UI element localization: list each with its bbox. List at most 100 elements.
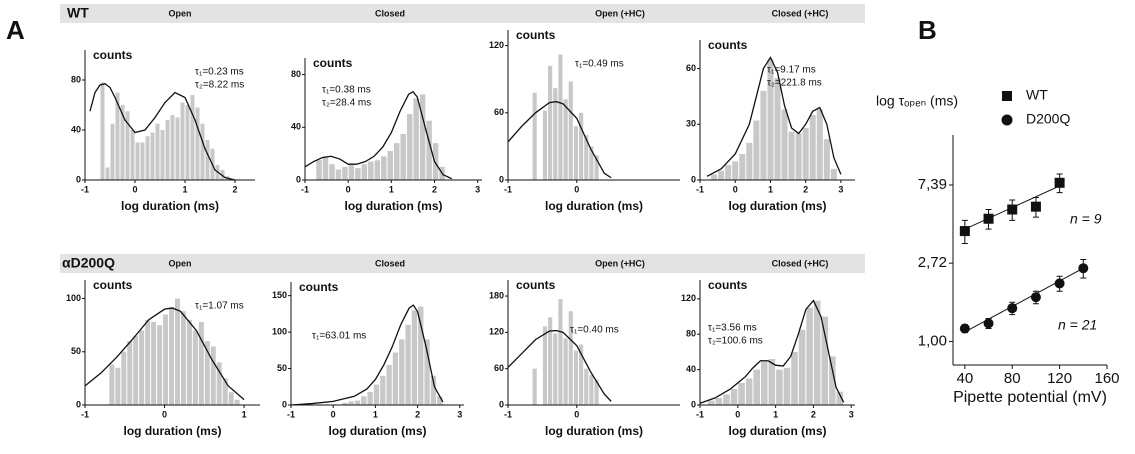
bar [145, 319, 151, 405]
bar [348, 164, 355, 180]
bar [145, 136, 150, 180]
bar [175, 117, 180, 180]
bar [210, 346, 216, 405]
x-axis-label: log duration (ms) [124, 424, 222, 438]
bar [169, 307, 174, 405]
bar [548, 65, 553, 180]
x-tick-label: 3 [475, 184, 480, 194]
bar [186, 319, 192, 405]
bar [558, 54, 563, 181]
bar [400, 133, 406, 180]
bar [157, 325, 163, 405]
x-tick-label: 2 [232, 184, 237, 194]
bar [121, 351, 127, 405]
bar [781, 109, 788, 180]
legend-marker [1001, 114, 1013, 126]
y-axis-label: counts [516, 28, 556, 42]
x-tick-label: 0 [574, 184, 579, 194]
bar [430, 375, 437, 405]
fit-curve [84, 307, 245, 401]
y-tick-label: 0 [282, 399, 287, 409]
bar [200, 123, 205, 180]
bar [542, 326, 548, 405]
y-tick-label: 120 [489, 327, 504, 337]
y-tick-label: 1,00 [918, 332, 947, 349]
bar [399, 339, 405, 405]
bar [355, 168, 361, 180]
y-tick-label: 0 [691, 399, 696, 409]
annotation: τ₁=0.40 ms [570, 325, 619, 336]
bar [768, 359, 776, 405]
chart-title: Open (+HC) [595, 258, 645, 268]
y-tick-label: 120 [489, 40, 504, 50]
bar [392, 352, 399, 405]
x-tick-label: 2 [432, 184, 437, 194]
x-axis-label: log duration (ms) [329, 424, 427, 438]
y-tick-label: 60 [686, 63, 696, 73]
bar [558, 299, 563, 405]
bar [584, 368, 589, 405]
x-tick-label: -1 [287, 409, 295, 419]
bar [110, 123, 115, 180]
fit-curve [706, 56, 842, 177]
x-tick-label: -1 [696, 184, 704, 194]
x-axis-label: log duration (ms) [345, 199, 443, 213]
y-tick-label: 2,72 [918, 254, 947, 271]
x-axis-label: log duration (ms) [729, 424, 827, 438]
point [983, 213, 994, 224]
bar [342, 402, 348, 405]
bar [418, 306, 424, 405]
x-tick-label: 0 [735, 409, 740, 419]
bar [150, 132, 155, 180]
bar [195, 107, 200, 180]
bar [205, 140, 210, 180]
y-tick-label: 40 [686, 364, 696, 374]
y-tick-label: 150 [272, 290, 287, 300]
y-tick-label: 0 [691, 174, 696, 184]
y-tick-label: 0 [76, 174, 81, 184]
bar [322, 156, 329, 180]
bar [139, 330, 145, 405]
point [1054, 278, 1065, 289]
bar [192, 330, 198, 405]
x-tick-label: 1 [373, 409, 378, 419]
bar [816, 109, 823, 180]
legend-label: WT [1026, 87, 1048, 103]
bar [579, 112, 584, 180]
annotation: τ₁=3.56 ms [708, 323, 757, 334]
y-tick-label: 80 [686, 329, 696, 339]
x-tick-label: -1 [504, 184, 512, 194]
bar [746, 142, 753, 180]
bar [411, 310, 418, 405]
x-tick-label: 0 [346, 184, 351, 194]
x-tick-label: 80 [1004, 370, 1021, 387]
panel-label: B [918, 15, 937, 45]
x-tick-label: 2 [803, 184, 808, 194]
bar [413, 98, 419, 180]
bar [216, 362, 222, 405]
chart-title: Open [168, 8, 191, 18]
y-tick-label: 60 [494, 107, 504, 117]
bar [130, 130, 135, 180]
bar [573, 350, 579, 405]
annotation: n = 21 [1058, 317, 1097, 333]
bar [100, 82, 105, 180]
bar [774, 77, 781, 180]
x-tick-label: 0 [574, 409, 579, 419]
bar [760, 90, 767, 180]
y-tick-label: 40 [291, 122, 301, 132]
fit-curve [507, 100, 612, 179]
bar [802, 128, 809, 180]
y-tick-label: 0 [499, 399, 504, 409]
x-tick-label: 160 [1094, 370, 1119, 387]
row-label: WT [67, 5, 89, 21]
bar [830, 168, 837, 180]
chart-title: Open (+HC) [595, 8, 645, 18]
bar [542, 110, 548, 180]
bar [329, 164, 335, 180]
bar [813, 300, 821, 405]
bar [563, 338, 568, 405]
fit-curve [89, 83, 236, 181]
bar [829, 356, 836, 405]
bar [725, 165, 732, 180]
